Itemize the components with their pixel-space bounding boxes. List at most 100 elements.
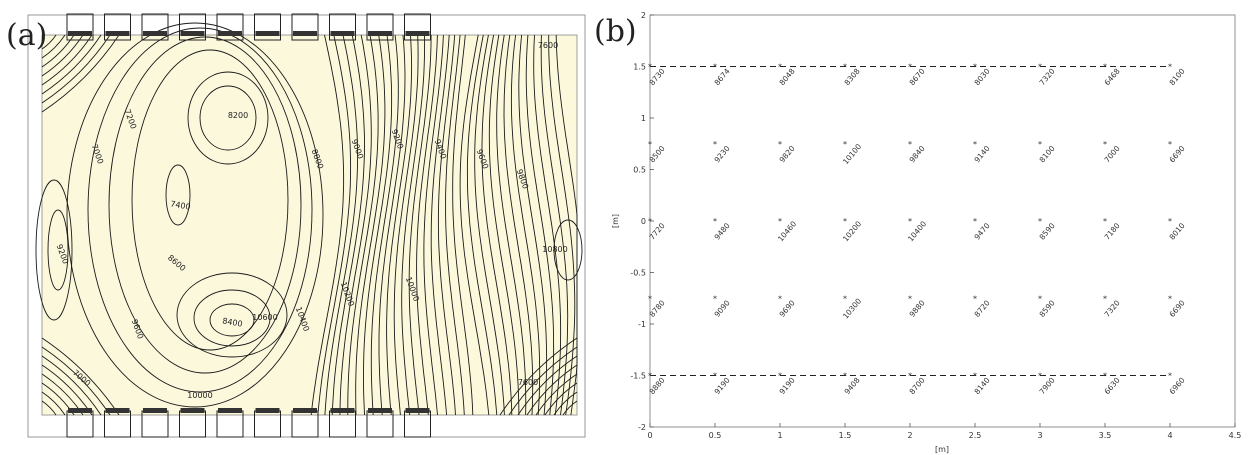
contour-line [401,34,426,416]
scatter-panel: 0 0.5 1 1.5 2 2.5 3 3.5 4 4.5 -2 -1.5 -1 -0.5 0 0.5 1 1.5… [590,0,1255,455]
y-tick-label: 1.5 [633,63,646,72]
contour-line [339,34,372,416]
data-point: * [1168,217,1172,226]
electrode-bar-bottom [143,408,167,413]
contour-line [488,34,520,416]
data-point: * [713,63,717,72]
electrode-bar-bottom [105,408,130,413]
data-point: * [778,372,782,381]
contour-line [553,391,578,416]
contour-line [41,337,120,416]
contour-line [41,346,111,416]
contour-line [386,34,413,416]
y-tick-label: 1 [641,114,646,123]
x-tick-label: 3.5 [1099,431,1112,440]
data-point: * [648,372,652,381]
contour-lines [35,22,583,416]
contour-line [41,34,57,50]
data-point: * [1168,63,1172,72]
contour-line [41,400,57,416]
data-point: * [908,372,912,381]
data-point: * [648,140,652,149]
scatter-plot: 0 0.5 1 1.5 2 2.5 3 3.5 4 4.5 -2 -1.5 -1 -0.5 0 0.5 1 1.5… [611,11,1241,454]
x-tick-label: 1.5 [839,431,852,440]
contour-loop [193,289,271,347]
electrode-bar-bottom [330,408,355,413]
data-point: * [1038,63,1042,72]
electrode-box-top [329,13,356,41]
data-point: * [713,294,717,303]
contour-loop [131,49,289,351]
contour-line [370,34,399,416]
contour-line [41,34,102,95]
contour-line [445,34,465,416]
contour-loop [35,179,73,321]
electrode-box-top [404,13,431,41]
electrode-bar-bottom [180,408,205,413]
electrode-row [66,13,431,438]
electrode-box-top [291,13,319,41]
electrode-bar-bottom [255,408,280,413]
y-axis-label: [m] [611,214,620,228]
contour-loop [209,303,255,337]
contour-loop [176,272,288,358]
contour-label: 7600 [518,378,538,387]
contour-label: 7600 [538,41,558,50]
data-point: * [1103,63,1107,72]
data-point: * [778,217,782,226]
contour-line [533,34,562,416]
data-point: * [778,294,782,303]
data-point: * [1038,217,1042,226]
data-point: * [908,63,912,72]
contour-loop [187,71,269,165]
contour-line [331,34,365,416]
y-tick-label: 0 [641,217,646,226]
contour-line [503,34,534,416]
data-point: * [713,140,717,149]
data-point: * [778,63,782,72]
contour-line [41,34,84,77]
contour-label: 10600 [252,313,277,322]
electrode-bar-top [218,31,242,36]
contour-line [466,34,498,416]
electrode-box-top [254,13,281,41]
electrode-bar-top [143,31,167,36]
electrode-bar-bottom [368,408,392,413]
electrode-bar-bottom [293,408,317,413]
panel-b-label: (b) [594,14,637,49]
data-point: * [1038,294,1042,303]
data-point: * [1103,140,1107,149]
contour-line [310,34,345,416]
contour-line [324,34,359,416]
data-point: * [713,372,717,381]
data-point: * [778,140,782,149]
contour-line [548,35,576,416]
data-point: * [1168,294,1172,303]
contour-panel: 7600 7000 7200 7400 8200 8400 8600 8800 9000 9200… [0,0,600,455]
contour-line [363,34,393,416]
contour-line [535,373,578,416]
axis-ticks: 0 0.5 1 1.5 2 2.5 3 3.5 4 4.5 -2 -1.5 -1 -0.5 0 0.5 1 1.5… [630,11,1241,440]
contour-line [499,337,578,416]
plot-b-frame [649,14,1236,428]
data-point: * [1168,140,1172,149]
contour-line [555,34,578,416]
contour-label: 10800 [542,245,567,254]
data-point: * [843,63,847,72]
contour-line [41,391,66,416]
contour-line [423,34,444,416]
contour-line [41,34,120,113]
data-point: * [1038,140,1042,149]
data-point: * [908,140,912,149]
contour-line [378,34,406,416]
contour-label: 10000 [187,391,212,400]
contour-loop [66,22,324,408]
contour-line [408,34,432,416]
data-point: * [973,217,977,226]
data-point: * [1168,372,1172,381]
contour-loop [553,219,583,281]
x-tick-label: 3 [1037,431,1042,440]
data-point: * [973,372,977,381]
x-axis-label: [m] [935,445,949,454]
data-point: * [973,63,977,72]
